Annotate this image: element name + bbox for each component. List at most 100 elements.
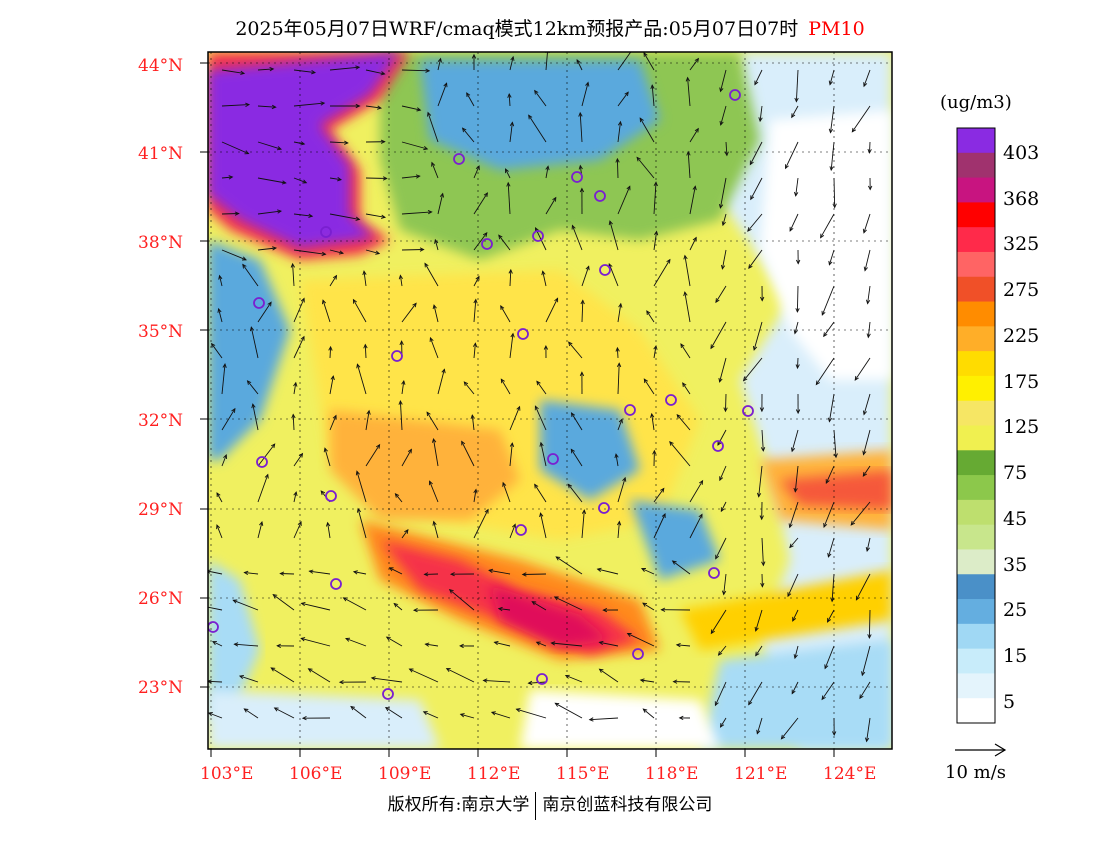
wind-arrow	[710, 321, 727, 350]
wind-arrow	[749, 141, 763, 166]
concentration-region	[520, 690, 720, 749]
colorbar-label: 175	[1003, 371, 1040, 393]
wind-arrow	[829, 141, 835, 172]
colorbar-unit: (ug/m3)	[940, 92, 1012, 113]
wind-arrow	[257, 141, 282, 151]
wind-arrow	[653, 513, 666, 539]
colorbar-swatch	[957, 648, 995, 675]
wind-arrow	[216, 524, 223, 539]
wind-arrow	[598, 668, 619, 683]
wind-arrow	[639, 117, 655, 143]
wind-arrow	[660, 607, 691, 612]
wind-arrow	[279, 571, 295, 576]
wind-arrow	[365, 176, 388, 181]
colorbar-swatch	[957, 276, 995, 303]
wind-arrow	[861, 645, 871, 677]
wind-arrow	[257, 246, 278, 251]
concentration-region	[208, 52, 400, 248]
lat-label: 23°N	[138, 678, 184, 698]
wind-arrow	[401, 379, 406, 395]
colorbar-swatch	[957, 301, 995, 327]
colorbar-label: 368	[1003, 188, 1040, 210]
wind-arrow	[653, 181, 658, 215]
wind-arrow	[300, 637, 331, 647]
wind-arrow	[617, 91, 629, 107]
colorbar-swatch	[957, 202, 995, 228]
wind-arrow	[221, 141, 250, 155]
wind-arrow	[750, 177, 763, 201]
wind-arrow	[329, 65, 361, 71]
wind-arrow	[449, 572, 475, 577]
wind-arrow	[221, 211, 240, 216]
colorbar-label: 35	[1003, 554, 1028, 576]
wind-arrow	[689, 236, 697, 251]
wind-arrow	[828, 105, 835, 134]
wind-arrow	[851, 105, 871, 133]
lat-lon-gridlines	[208, 52, 892, 749]
wind-arrow	[832, 177, 837, 209]
wind-arrow	[545, 196, 557, 215]
wind-arrow	[216, 492, 223, 503]
wind-arrow	[867, 609, 872, 640]
wind-arrow	[756, 717, 763, 735]
wind-arrow	[432, 304, 439, 323]
wind-arrow	[828, 69, 835, 86]
wind-arrow	[291, 413, 296, 431]
concentration-region	[780, 470, 892, 510]
wind-arrow	[473, 508, 489, 539]
wind-arrow	[543, 344, 549, 359]
wind-arrow	[616, 362, 622, 395]
wind-arrow	[427, 111, 439, 143]
wind-arrow	[431, 161, 439, 179]
wind-arrow	[567, 483, 583, 503]
concentration-region	[700, 640, 892, 749]
wind-arrow	[293, 491, 298, 503]
concentration-region	[420, 60, 660, 170]
wind-arrow	[653, 487, 665, 503]
wind-arrow	[534, 405, 547, 431]
wind-arrow	[363, 343, 368, 359]
colorbar-swatch	[957, 177, 995, 203]
wind-arrow	[671, 560, 691, 575]
wind-arrow	[365, 69, 386, 76]
wind-arrow	[221, 249, 247, 261]
colorbar-label: 225	[1003, 325, 1040, 347]
wind-arrow	[683, 254, 691, 287]
wind-arrow	[564, 674, 583, 683]
colorbar-swatch	[957, 599, 995, 625]
wind-arrow	[401, 105, 422, 112]
colorbar-label: 15	[1003, 645, 1028, 667]
lat-label: 44°N	[138, 56, 184, 76]
wind-arrow	[506, 181, 511, 215]
wind-arrow	[307, 668, 331, 683]
wind-arrow	[509, 405, 521, 431]
city-marker	[599, 264, 611, 276]
wind-arrow	[385, 636, 403, 647]
wind-arrow	[850, 501, 871, 526]
wind-arrow	[221, 69, 246, 75]
wind-arrow	[270, 667, 295, 683]
wind-arrow	[365, 105, 383, 110]
wind-arrow	[352, 570, 367, 575]
wind-arrow	[640, 568, 655, 575]
wind-arrow	[683, 291, 691, 323]
wind-arrow	[221, 407, 236, 431]
wind-arrow	[515, 708, 547, 719]
city-marker	[453, 153, 465, 165]
wind-arrow	[329, 414, 337, 431]
wind-arrow	[293, 521, 302, 539]
wind-arrow	[208, 569, 223, 575]
wind-arrow	[580, 299, 585, 323]
wind-arrow	[785, 141, 799, 170]
wind-arrow	[445, 668, 475, 683]
wind-arrow	[221, 102, 251, 107]
wind-arrow	[721, 213, 727, 227]
wind-arrow	[581, 509, 587, 539]
wind-arrow	[437, 192, 445, 215]
wind-arrow	[790, 429, 799, 453]
wind-arrow	[539, 441, 547, 467]
wind-arrow	[329, 177, 343, 182]
wind-arrow	[329, 140, 349, 145]
wind-arrow	[602, 607, 619, 613]
wind-arrow	[570, 448, 583, 467]
